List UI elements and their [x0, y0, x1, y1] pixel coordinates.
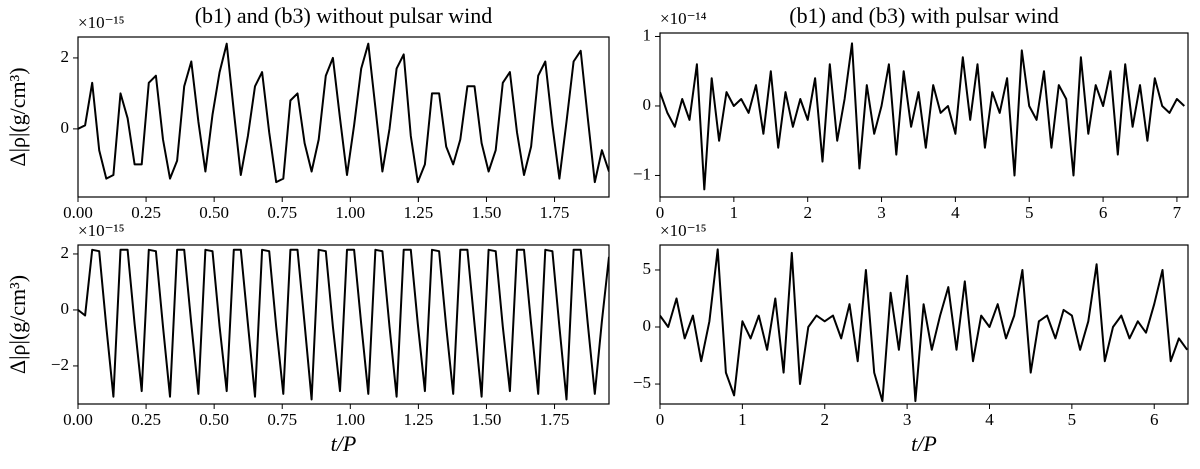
x-tick-label: 1.50: [472, 203, 502, 222]
x-tick-label: 6: [1099, 203, 1108, 222]
x-tick-label: 1.00: [335, 410, 365, 429]
x-tick-label: 3: [877, 203, 886, 222]
offset-label: ×10⁻¹⁴: [660, 9, 707, 28]
y-tick-label: 2: [61, 243, 70, 262]
x-tick-label: 0.00: [63, 203, 93, 222]
x-tick-label: 6: [1150, 410, 1159, 429]
y-tick-label: 2: [61, 47, 70, 66]
data-line: [78, 42, 609, 184]
offset-label: ×10⁻¹⁵: [78, 13, 125, 32]
axes-frame: [77, 36, 610, 198]
x-tick-label: 0: [656, 410, 665, 429]
x-tick-label: 1.75: [540, 410, 570, 429]
x-tick-label: 1.25: [404, 203, 434, 222]
y-tick-label: 0: [61, 299, 70, 318]
chart-title: (b1) and (b3) without pulsar wind: [195, 3, 493, 28]
x-tick-label: 5: [1025, 203, 1034, 222]
x-tick-label: 0.50: [199, 203, 229, 222]
axes-frame: [659, 32, 1189, 198]
y-tick-label: −1: [633, 164, 651, 183]
y-tick-label: −5: [633, 373, 651, 392]
x-tick-label: 1: [738, 410, 747, 429]
x-tick-label: 1.25: [404, 410, 434, 429]
axes-frame: [659, 244, 1189, 405]
x-tick-label: 0.75: [267, 410, 297, 429]
x-tick-label: 0.50: [199, 410, 229, 429]
x-tick-label: 4: [951, 203, 960, 222]
x-tick-label: 1.00: [335, 203, 365, 222]
x-tick-label: 5: [1068, 410, 1077, 429]
x-axis-label: t/P: [331, 431, 357, 456]
y-tick-label: 0: [643, 95, 652, 114]
y-axis-label: Δ|ρ|(g/cm³): [5, 275, 30, 374]
x-tick-label: 0.00: [63, 410, 93, 429]
y-tick-label: 0: [643, 316, 652, 335]
data-line: [660, 248, 1188, 403]
x-tick-label: 0.75: [267, 203, 297, 222]
x-tick-label: 0.25: [131, 203, 161, 222]
x-tick-label: 1.50: [472, 410, 502, 429]
data-line: [660, 42, 1185, 191]
x-tick-label: 3: [903, 410, 912, 429]
offset-label: ×10⁻¹⁵: [78, 221, 125, 240]
y-tick-label: 5: [643, 259, 652, 278]
axes-frame: [77, 244, 610, 405]
x-tick-label: 2: [820, 410, 829, 429]
x-tick-label: 0.25: [131, 410, 161, 429]
x-tick-label: 1: [730, 203, 739, 222]
y-tick-label: 0: [61, 118, 70, 137]
x-tick-label: 4: [985, 410, 994, 429]
y-tick-label: −2: [51, 355, 69, 374]
offset-label: ×10⁻¹⁵: [660, 221, 707, 240]
x-tick-label: 1.75: [540, 203, 570, 222]
x-axis-label: t/P: [911, 431, 937, 456]
x-tick-label: 0: [656, 203, 665, 222]
x-tick-label: 2: [803, 203, 812, 222]
chart-title: (b1) and (b3) with pulsar wind: [789, 3, 1058, 28]
y-tick-label: 1: [643, 25, 652, 44]
data-line: [78, 248, 609, 401]
y-axis-label: Δ|ρ|(g/cm³): [5, 67, 30, 166]
x-tick-label: 7: [1173, 203, 1182, 222]
